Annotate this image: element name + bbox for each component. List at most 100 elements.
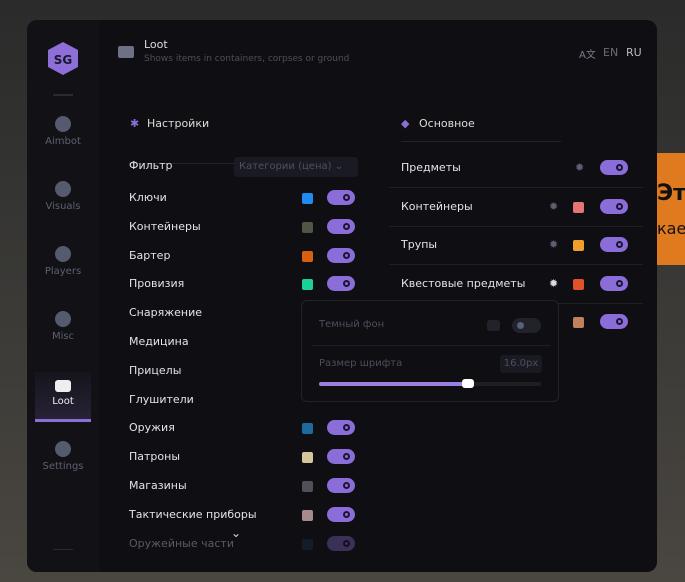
gear-icon: ✱ [130, 117, 140, 130]
main-title: Основное [419, 117, 475, 130]
page-title: Loot [144, 38, 168, 51]
scroll-down-chevron-icon[interactable]: ⌄ [231, 526, 242, 540]
sidebar-item-loot[interactable]: Loot [35, 372, 91, 422]
filter-row-label: Оружия [129, 421, 175, 435]
color-swatch[interactable] [302, 250, 313, 262]
sidebar-item-label: Visuals [45, 201, 81, 212]
filter-select[interactable]: Категории (цена) ⌄ [234, 157, 358, 177]
filter-row-label: Оружейные части [129, 536, 234, 550]
sidebar-item-aimbot[interactable]: Aimbot [35, 112, 91, 162]
translate-icon[interactable]: A文 [579, 50, 596, 61]
color-swatch[interactable] [573, 278, 584, 290]
dark-bg-color-swatch[interactable] [487, 320, 500, 331]
filter-row-label: Ключи [129, 191, 167, 204]
sidebar-item-visuals[interactable]: Visuals [35, 177, 91, 227]
toggle-switch[interactable] [600, 314, 628, 329]
color-swatch[interactable] [302, 193, 313, 204]
divider [129, 163, 299, 164]
settings-title: Настройки [147, 117, 210, 130]
lang-en-button[interactable]: EN [603, 46, 619, 59]
gear-icon[interactable]: ✹ [549, 238, 559, 251]
bg-text: кае [657, 219, 685, 238]
color-swatch[interactable] [573, 317, 584, 328]
toggle-switch[interactable] [327, 190, 355, 205]
sidebar-item-misc[interactable]: Misc [35, 307, 91, 357]
toggle-switch[interactable] [600, 237, 628, 252]
filter-row-label: Магазины [129, 479, 187, 492]
main-row-label: Трупы [401, 238, 438, 251]
toggle-switch[interactable] [327, 276, 355, 292]
filter-value: Категории (цена) [239, 161, 332, 172]
filter-row-label: Прицелы [129, 363, 182, 377]
divider [389, 225, 643, 227]
filter-row-label: Медицина [129, 335, 189, 348]
alien-icon [55, 116, 71, 132]
toggle-switch[interactable] [327, 420, 355, 436]
toggle-switch[interactable] [327, 218, 355, 234]
font-size-slider[interactable] [319, 379, 541, 388]
dark-bg-toggle[interactable] [512, 318, 541, 333]
toggle-switch[interactable] [327, 506, 355, 522]
color-swatch[interactable] [573, 240, 584, 251]
font-size-value[interactable]: 16.0px [500, 355, 542, 373]
filter-row-label: Глушители [129, 392, 194, 406]
color-swatch[interactable] [302, 481, 313, 492]
color-swatch[interactable] [302, 279, 313, 291]
divider [53, 94, 73, 96]
toggle-switch[interactable] [327, 535, 355, 551]
color-swatch[interactable] [302, 538, 313, 550]
slider-fill [319, 382, 468, 386]
logo-icon: SG [48, 42, 78, 75]
toolbox-icon [118, 46, 134, 58]
divider [389, 187, 643, 188]
toggle-switch[interactable] [327, 449, 355, 465]
main-row-label: Предметы [401, 161, 461, 174]
divider [389, 264, 643, 265]
color-swatch[interactable] [302, 423, 313, 435]
background-banner: Эт кае [657, 153, 685, 265]
list-icon [55, 441, 71, 457]
divider [312, 345, 550, 346]
dark-bg-label: Темный фон [319, 319, 385, 330]
chevron-down-icon: ⌄ [334, 161, 344, 172]
sidebar: SG Aimbot Visuals Players Misc Loot Settings [27, 20, 99, 572]
sidebar-item-label: Misc [51, 331, 75, 342]
gear-icon[interactable]: ✹ [549, 276, 559, 290]
toggle-switch[interactable] [600, 160, 628, 175]
slider-handle[interactable] [461, 379, 474, 388]
diamond-icon: ◆ [401, 117, 410, 130]
sidebar-item-settings[interactable]: Settings [35, 437, 91, 487]
loot-window: SG Aimbot Visuals Players Misc Loot Settings … [27, 20, 657, 572]
divider [53, 549, 73, 550]
filter-label: Фильтр [129, 159, 173, 172]
filter-row-label: Тактические приборы [129, 507, 257, 521]
toggle-switch[interactable] [600, 198, 628, 214]
sidebar-item-label: Loot [52, 396, 74, 407]
color-swatch[interactable] [302, 509, 313, 521]
main-row-label: Квестовые предметы [401, 276, 526, 290]
toggle-switch[interactable] [327, 478, 355, 493]
lang-ru-button[interactable]: RU [626, 46, 642, 59]
toggle-switch[interactable] [327, 247, 355, 263]
more-icon [55, 311, 71, 327]
divider [401, 141, 561, 142]
color-swatch[interactable] [573, 201, 584, 213]
users-icon [55, 246, 71, 262]
gear-icon[interactable]: ✹ [575, 161, 585, 174]
sidebar-item-label: Aimbot [45, 136, 81, 147]
filter-row-label: Снаряжение [129, 306, 202, 320]
filter-row-label: Контейнеры [129, 219, 201, 233]
item-settings-popup: Темный фон Размер шрифта 16.0px [301, 300, 559, 402]
color-swatch[interactable] [302, 221, 313, 233]
toolbox-icon [55, 380, 71, 392]
toggle-switch[interactable] [600, 275, 628, 291]
sidebar-item-label: Settings [42, 461, 84, 472]
filter-row-label: Провизия [129, 277, 185, 291]
bg-text: Эт [657, 181, 685, 206]
page-subtitle: Shows items in containers, corpses or gr… [144, 54, 350, 64]
filter-row-label: Патроны [129, 450, 181, 464]
main-row-label: Контейнеры [401, 199, 473, 213]
color-swatch[interactable] [302, 452, 313, 464]
sidebar-item-players[interactable]: Players [35, 242, 91, 292]
gear-icon[interactable]: ✹ [549, 199, 559, 213]
